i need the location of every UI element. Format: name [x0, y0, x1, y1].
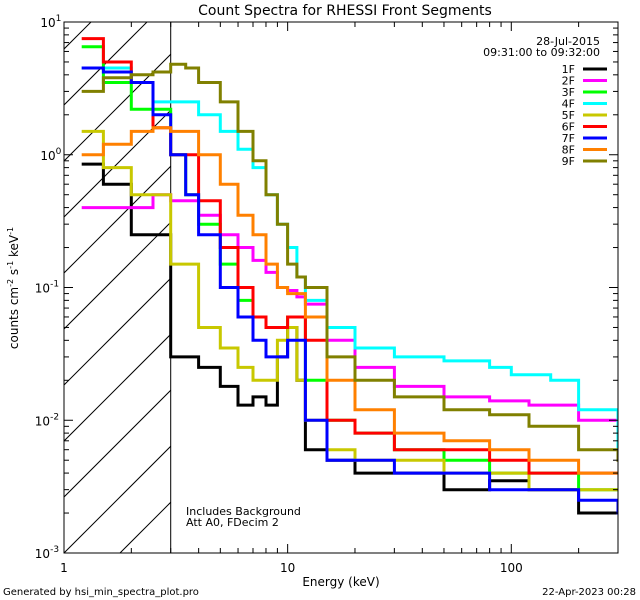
y-tick-label-exp: 0 [56, 147, 62, 157]
hatch-line [64, 333, 171, 442]
y-tick-label-exp: -2 [50, 412, 59, 422]
y-tick-label-base: 10 [40, 16, 55, 30]
y-tick-label-base: 10 [35, 414, 50, 428]
y-tick-label-base: 10 [40, 149, 55, 163]
footer-timestamp: 22-Apr-2023 00:28 [542, 587, 636, 598]
chart-title: Count Spectra for RHESSI Front Segments [198, 3, 492, 19]
y-axis-label: counts cm-2 s-1 keV-1 [6, 227, 21, 349]
hatched-region [64, 0, 640, 553]
y-axis-label-exp3: -1 [6, 227, 15, 235]
hatch-line [64, 445, 171, 553]
x-axis: 1 10 100 [60, 22, 619, 575]
y-tick-label-exp: -1 [50, 280, 59, 290]
hatch-line [64, 221, 171, 330]
hatch-line [64, 277, 171, 386]
y-tick-label: 101 [40, 14, 61, 30]
y-axis-label-mid1: s [7, 269, 21, 279]
series-line-5f [81, 129, 618, 492]
hatch-line [344, 0, 640, 553]
legend-label-8f: 8F [562, 144, 575, 157]
y-axis-label-exp2: -1 [6, 261, 15, 269]
y-axis-label-exp1: -2 [6, 279, 15, 287]
legend-label-7f: 7F [562, 132, 575, 145]
x-tick-label: 100 [500, 561, 523, 575]
y-tick-label: 100 [40, 147, 61, 163]
x-axis-label: Energy (keV) [302, 575, 379, 589]
y-tick-label: 10-2 [35, 412, 59, 428]
hatch-line [64, 53, 171, 162]
footer-generated-by: Generated by hsi_min_spectra_plot.pro [3, 587, 199, 598]
series-line-7f [81, 66, 618, 515]
hatch-line [64, 22, 148, 106]
y-tick-label: 10-1 [35, 280, 59, 296]
y-axis-label-base: counts cm [7, 287, 21, 349]
series-line-2f [81, 193, 618, 452]
y-tick-label: 10-3 [35, 545, 59, 561]
series-line-9f [81, 62, 618, 462]
legend-label-6f: 6F [562, 121, 575, 134]
annotation-attenuator: Att A0, FDecim 2 [186, 516, 279, 529]
series-layer [81, 37, 618, 515]
y-tick-label-base: 10 [35, 547, 50, 561]
date-label: 28-Jul-2015 [536, 35, 600, 48]
legend-label-2f: 2F [562, 75, 575, 88]
y-tick-label-exp: -3 [50, 545, 59, 555]
hatch-line [288, 0, 640, 553]
series-line-8f [81, 126, 618, 475]
legend-label-5f: 5F [562, 109, 575, 122]
y-tick-label-exp: 1 [56, 14, 62, 24]
annotation-background: Includes Background [186, 505, 301, 518]
legend-label-3f: 3F [562, 86, 575, 99]
legend-label-4f: 4F [562, 98, 575, 111]
y-axis-label-mid2: keV [7, 234, 21, 261]
x-tick-label: 10 [280, 561, 295, 575]
hatch-line [64, 389, 171, 498]
x-tick-label: 1 [60, 561, 68, 575]
time-range-label: 09:31:00 to 09:32:00 [483, 46, 600, 59]
legend-label-9f: 9F [562, 155, 575, 168]
y-tick-label-base: 10 [35, 282, 50, 296]
legend-label-1f: 1F [562, 63, 575, 76]
